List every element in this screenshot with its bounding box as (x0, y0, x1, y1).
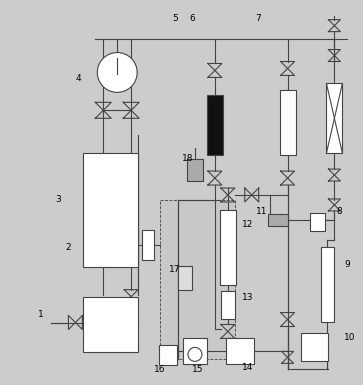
Text: 16: 16 (154, 365, 166, 374)
Text: 2: 2 (66, 243, 71, 252)
Bar (83, 153, 138, 267)
Text: 11: 11 (256, 208, 268, 216)
Text: 6: 6 (189, 14, 195, 23)
Bar (280, 90, 295, 155)
Bar (83, 297, 138, 352)
Bar (207, 95, 223, 155)
Text: 3: 3 (56, 196, 61, 204)
Text: 13: 13 (242, 293, 253, 302)
Text: 8: 8 (337, 208, 342, 216)
Text: 7: 7 (255, 14, 261, 23)
Bar (268, 214, 287, 226)
Bar (226, 338, 254, 364)
Text: 17: 17 (169, 265, 181, 274)
Bar (326, 84, 342, 153)
Bar (160, 200, 235, 359)
Circle shape (97, 52, 137, 92)
Text: 15: 15 (192, 365, 204, 374)
Bar (321, 247, 334, 322)
Bar (221, 291, 235, 318)
Bar (183, 338, 207, 364)
Circle shape (188, 347, 202, 362)
Text: 1: 1 (38, 310, 44, 319)
Bar (159, 345, 177, 365)
Text: 5: 5 (172, 14, 178, 23)
Bar (220, 211, 236, 285)
Text: 14: 14 (242, 363, 253, 372)
Text: 4: 4 (76, 74, 81, 83)
Text: 18: 18 (182, 154, 194, 162)
Bar (142, 230, 154, 260)
Text: 10: 10 (344, 333, 355, 342)
Bar (178, 266, 192, 290)
Text: 12: 12 (242, 220, 253, 229)
Bar (310, 213, 325, 231)
Bar (187, 159, 203, 181)
Text: 9: 9 (344, 260, 350, 269)
Bar (301, 333, 329, 362)
